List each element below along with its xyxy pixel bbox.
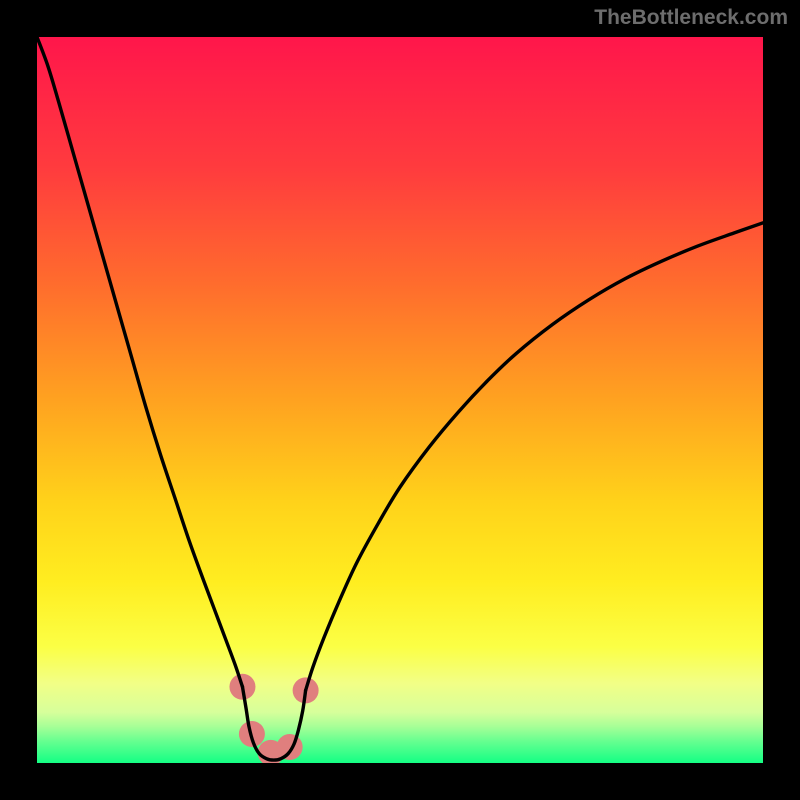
- plot-area: [37, 37, 763, 763]
- curve-svg: [37, 37, 763, 763]
- chart-canvas: TheBottleneck.com: [0, 0, 800, 800]
- marker-3: [277, 734, 303, 760]
- gradient-background: [37, 37, 763, 763]
- watermark-label: TheBottleneck.com: [594, 6, 788, 30]
